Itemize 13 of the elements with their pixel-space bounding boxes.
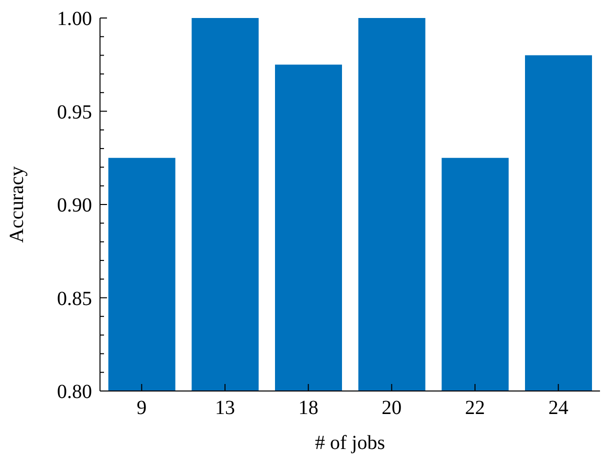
x-tick-label: 13 [215, 397, 235, 419]
y-tick-label: 1.00 [57, 8, 92, 30]
x-tick-label: 18 [298, 397, 318, 419]
y-tick-label: 0.85 [57, 288, 92, 310]
x-tick-label: 9 [136, 397, 147, 419]
y-tick-label: 0.80 [57, 381, 92, 403]
y-axis-title: Accuracy [6, 166, 28, 243]
x-tick-label: 20 [382, 397, 402, 419]
x-tick-label: 22 [465, 397, 485, 419]
y-tick-label: 0.95 [57, 101, 92, 124]
x-axis-title: # of jobs [315, 432, 386, 454]
y-tick-label: 0.90 [57, 194, 92, 216]
x-tick-label: 24 [548, 397, 568, 419]
